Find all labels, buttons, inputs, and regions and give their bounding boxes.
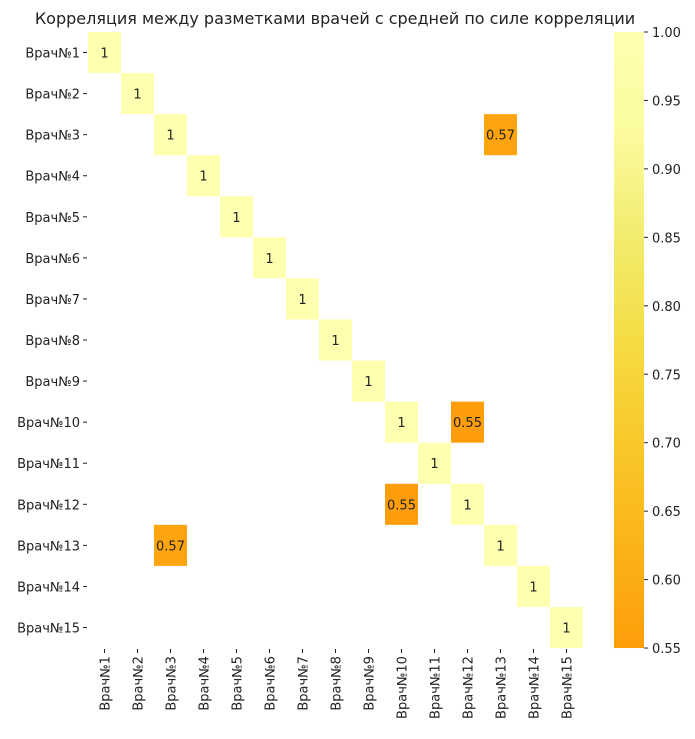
cell-label: 1	[397, 416, 405, 431]
heatmap-cell	[451, 401, 484, 443]
cell-label: 0.57	[486, 129, 515, 144]
y-tick-label: Врач№12	[17, 498, 80, 513]
colorbar-tick-label: 0.75	[652, 368, 681, 383]
colorbar-tick-label: 0.85	[652, 231, 681, 246]
x-tick-label: Врач№5	[231, 656, 246, 711]
x-tick-label: Врач№3	[165, 656, 180, 711]
cell-label: 1	[265, 252, 273, 267]
x-tick-label: Врач№12	[462, 656, 477, 719]
colorbar-tick-label: 0.65	[652, 505, 681, 520]
heatmap-cell	[253, 237, 286, 279]
cell-label: 1	[100, 47, 108, 62]
y-tick-label: Врач№10	[17, 416, 80, 431]
cell-label: 1	[463, 498, 471, 513]
heatmap-cell	[286, 278, 319, 320]
heatmap-cell	[517, 565, 550, 607]
y-tick-label: Врач№3	[25, 129, 80, 144]
heatmap-cell	[220, 196, 253, 238]
y-tick-label: Врач№9	[25, 375, 80, 390]
colorbar-tick-label: 0.90	[652, 163, 681, 178]
x-tick-label: Врач№9	[363, 656, 378, 711]
y-tick-label: Врач№13	[17, 539, 80, 554]
heatmap-cell	[88, 32, 121, 74]
y-tick-label: Врач№6	[25, 252, 80, 267]
cell-label: 1	[232, 211, 240, 226]
cell-label: 1	[529, 580, 537, 595]
heatmap-cell	[451, 483, 484, 525]
cell-label: 1	[496, 539, 504, 554]
x-tick-label: Врач№4	[198, 656, 213, 711]
colorbar-tick-label: 1.00	[652, 26, 681, 41]
heatmap-cell	[187, 155, 220, 197]
x-tick-label: Врач№2	[132, 656, 147, 711]
colorbar-tick-label: 0.95	[652, 94, 681, 109]
x-tick-label: Врач№11	[429, 656, 444, 719]
x-tick-label: Врач№10	[396, 656, 411, 719]
heatmap-cell	[319, 319, 352, 361]
heatmap-cell	[385, 483, 418, 525]
y-tick-label: Врач№4	[25, 170, 80, 185]
colorbar-tick-label: 0.60	[652, 574, 681, 589]
y-tick-label: Врач№2	[25, 88, 80, 103]
heatmap-cell	[550, 606, 583, 649]
cell-label: 1	[133, 88, 141, 103]
cell-label: 0.55	[453, 416, 482, 431]
heatmap-cell	[154, 524, 187, 566]
cell-label: 1	[166, 129, 174, 144]
colorbar-tick-label: 0.80	[652, 300, 681, 315]
cell-label: 1	[331, 334, 339, 349]
heatmap-cell	[484, 114, 517, 156]
cell-label: 1	[199, 170, 207, 185]
x-tick-label: Врач№7	[297, 656, 312, 711]
y-tick-label: Врач№1	[25, 47, 80, 62]
cell-label: 1	[364, 375, 372, 390]
colorbar-tick-label: 0.55	[652, 642, 681, 657]
cell-label: 1	[298, 293, 306, 308]
x-tick-label: Врач№13	[495, 656, 510, 719]
y-tick-label: Врач№11	[17, 457, 80, 472]
cell-label: 0.57	[156, 539, 185, 554]
x-tick-label: Врач№1	[99, 656, 114, 711]
y-tick-label: Врач№7	[25, 293, 80, 308]
y-tick-label: Врач№15	[17, 622, 80, 637]
chart-title: Корреляция между разметками врачей с сре…	[35, 9, 635, 28]
y-tick-label: Врач№5	[25, 211, 80, 226]
x-tick-label: Врач№6	[264, 656, 279, 711]
y-tick-label: Врач№14	[17, 580, 80, 595]
colorbar	[614, 32, 644, 649]
colorbar-tick-label: 0.70	[652, 437, 681, 452]
x-tick-label: Врач№8	[330, 656, 345, 711]
heatmap-cell	[484, 524, 517, 566]
y-tick-label: Врач№8	[25, 334, 80, 349]
heatmap-cell	[154, 114, 187, 156]
heatmap-cell	[418, 442, 451, 484]
cell-label: 0.55	[387, 498, 416, 513]
heatmap-cell	[121, 73, 154, 115]
heatmap-cell	[352, 360, 385, 402]
x-tick-label: Врач№14	[528, 656, 543, 719]
cell-label: 1	[562, 622, 570, 637]
cell-label: 1	[430, 457, 438, 472]
x-tick-label: Врач№15	[561, 656, 576, 719]
heatmap-cell	[385, 401, 418, 443]
